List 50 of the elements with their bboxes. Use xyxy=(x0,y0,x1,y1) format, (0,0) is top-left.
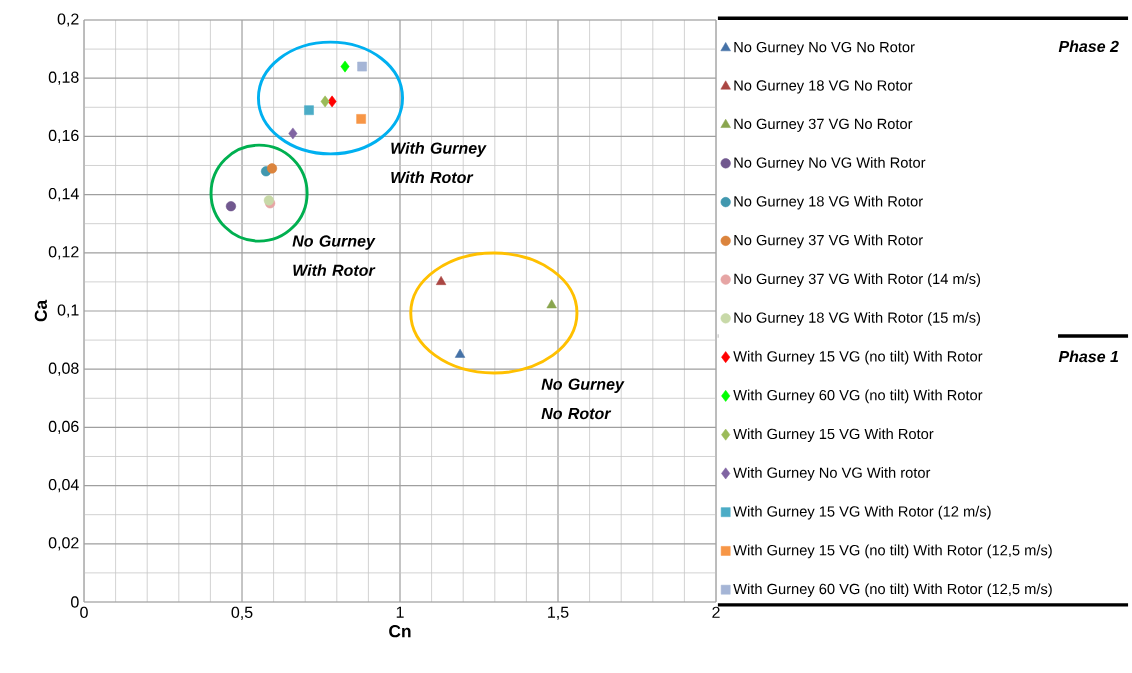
y-tick-label: 0,06 xyxy=(48,420,79,434)
annotation: No Gurney With Rotor xyxy=(292,235,376,277)
point xyxy=(266,163,278,174)
point xyxy=(435,276,447,285)
text: Phase 2 xyxy=(1058,40,1119,53)
legend-label: No Gurney 37 VG With Rotor (14 m/s) xyxy=(734,273,981,287)
point xyxy=(288,127,298,140)
point xyxy=(304,105,314,115)
y-tick-label: 0,08 xyxy=(48,362,79,376)
point xyxy=(356,114,366,124)
y-tick-label: 0,1 xyxy=(57,304,79,318)
legend-label: No Gurney 18 VG With Rotor xyxy=(734,195,923,210)
y-tick-label: 0,16 xyxy=(48,129,79,143)
y-tick-label: 0,12 xyxy=(48,246,79,260)
y-axis-title: Ca xyxy=(34,299,47,322)
legend-label: With Gurney No VG With rotor xyxy=(733,467,931,481)
legend-label: With Gurney 15 VG (no tilt) With Rotor (12,5 m/s) xyxy=(733,544,1052,559)
legend-label: With Gurney 60 VG (no tilt) With Rotor (12,5 m/s) xyxy=(733,583,1052,598)
legend-label: With Gurney 15 VG With Rotor (12 m/s) xyxy=(733,505,991,520)
y-tick-label: 0,2 xyxy=(57,13,79,27)
legend-label: No Gurney No VG With Rotor xyxy=(734,157,926,171)
x-tick-label: 0 xyxy=(80,606,88,619)
x-tick-label: 1 xyxy=(396,606,404,618)
x-axis-title: Cn xyxy=(389,625,411,638)
y-tick-label: 0,04 xyxy=(48,478,79,493)
legend-label: No Gurney 18 VG With Rotor (15 m/s) xyxy=(734,312,981,326)
y-tick-label: 0,18 xyxy=(48,71,79,85)
legend-label: With Gurney 60 VG (no tilt) With Rotor xyxy=(733,389,983,404)
legend-label: No Gurney 18 VG No Rotor xyxy=(734,80,913,94)
annotation: With Gurney With Rotor xyxy=(391,142,487,184)
point xyxy=(357,61,367,72)
point xyxy=(546,299,557,309)
x-tick-label: 1,5 xyxy=(548,606,569,620)
legend-label: No Gurney 37 VG With Rotor xyxy=(734,234,923,249)
point xyxy=(454,348,466,358)
legend-label: No Gurney No VG No Rotor xyxy=(734,41,915,56)
y-tick-label: 0 xyxy=(71,596,79,608)
y-tick-label: 0,02 xyxy=(48,537,79,551)
y-tick-label: 0,14 xyxy=(48,187,79,202)
annotation: No Gurney No Rotor xyxy=(541,378,625,420)
x-tick-label: 0,5 xyxy=(231,606,253,620)
point xyxy=(327,95,337,108)
text: Phase 1 xyxy=(1058,350,1119,363)
point xyxy=(320,95,330,108)
point xyxy=(225,201,237,212)
legend-label: No Gurney 37 VG No Rotor xyxy=(734,118,913,132)
legend-label: With Gurney 15 VG (no tilt) With Rotor xyxy=(733,350,983,365)
point xyxy=(340,60,350,73)
legend-label: With Gurney 15 VG With Rotor xyxy=(733,428,934,442)
x-tick-label: 2 xyxy=(712,606,720,618)
